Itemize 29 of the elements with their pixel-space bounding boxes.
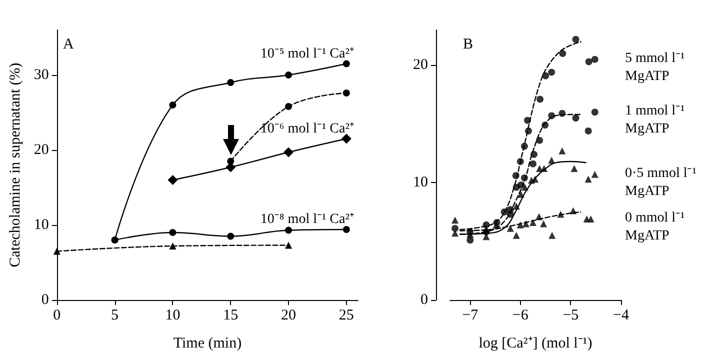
x-tick-label: −7	[462, 308, 479, 324]
x-tick-label: −5	[562, 308, 579, 324]
series-label: 10⁻⁶ mol l⁻¹ Ca²⁺	[260, 121, 354, 136]
y-tick-label: 0	[41, 292, 49, 308]
x-tick-label: 10	[165, 308, 180, 324]
series-label: 0·5 mmol l⁻¹ MgATP	[625, 166, 696, 199]
y-tick-label: 20	[413, 57, 428, 74]
y-tick-label: 10	[34, 217, 49, 233]
x-tick-label: −4	[613, 308, 630, 324]
series-label: 10⁻⁸ mol l⁻¹ Ca²⁺	[260, 212, 354, 227]
x-tick-label: −6	[512, 308, 529, 324]
y-tick-label: 10	[413, 174, 428, 191]
y-tick-label: 0	[420, 292, 428, 308]
series-label: 1 mmol l⁻¹ MgATP	[625, 104, 685, 137]
chart-title: B	[463, 36, 474, 52]
series-label: 5 mmol l⁻¹ MgATP	[625, 50, 685, 84]
y-axis-title: Catecholamine in supernatant (%)	[8, 62, 24, 268]
y-tick-label: 20	[34, 142, 49, 158]
x-tick-label: 20	[281, 308, 296, 324]
x-tick-label: 0	[53, 308, 61, 324]
x-axis-title: Time (min)	[173, 336, 242, 352]
x-tick-label: 5	[111, 308, 119, 324]
series-label: 10⁻⁵ mol l⁻¹ Ca²⁺	[260, 46, 354, 62]
chart-title: A	[63, 36, 74, 52]
x-axis-title: log [Ca²⁺] (mol l⁻¹)	[478, 336, 592, 352]
x-tick-label: 25	[338, 308, 354, 324]
x-tick-label: 15	[223, 308, 238, 324]
text: 0 mmol l⁻¹ MgATP	[625, 210, 685, 244]
y-tick-label: 30	[34, 67, 49, 83]
